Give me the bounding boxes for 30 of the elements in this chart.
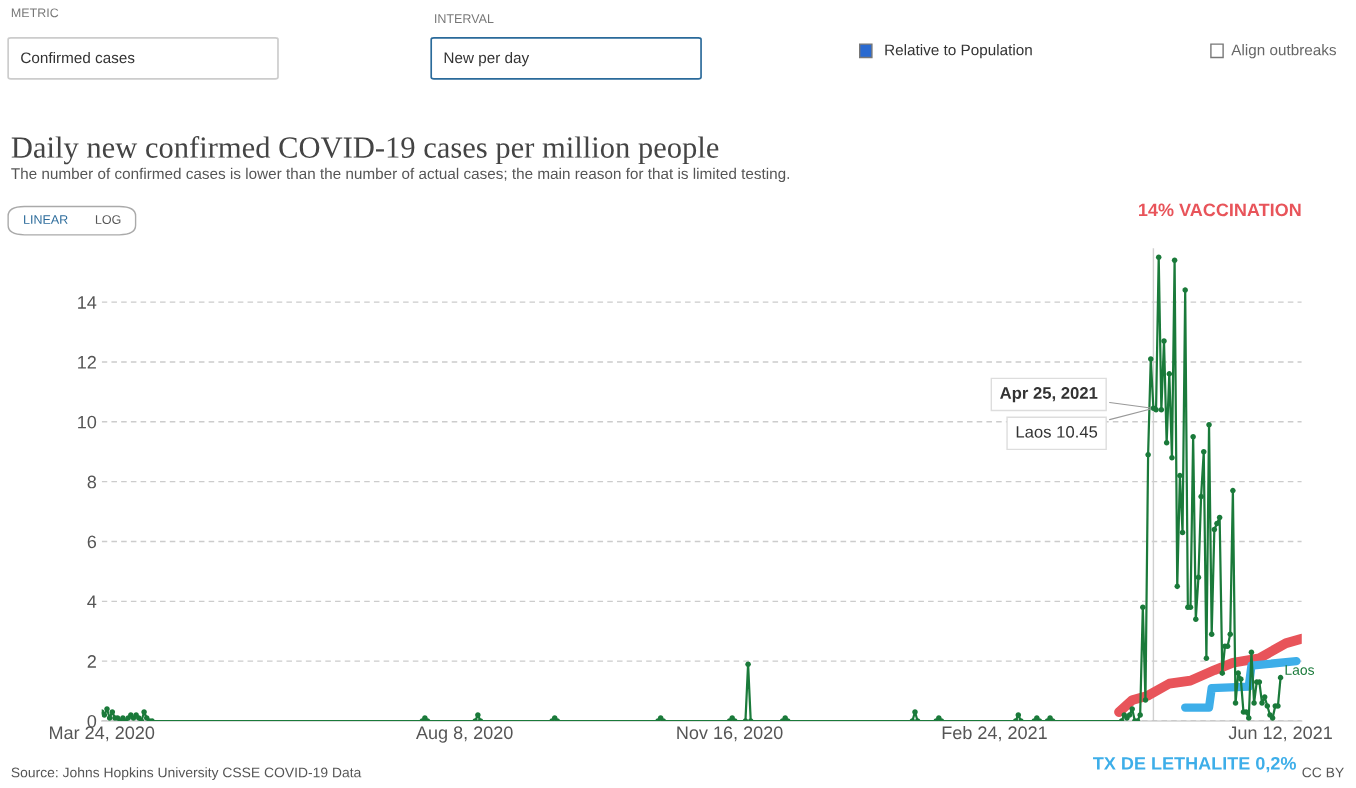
y-tick-label: 0	[87, 714, 97, 728]
text: 14% VACCINATION	[1139, 203, 1301, 217]
x-tick-label: Jun 12, 2021	[1228, 726, 1332, 742]
annotation: Laos 10.45	[1016, 425, 1098, 438]
text: METRIC	[11, 8, 59, 18]
x-tick-label: Nov 16, 2020	[677, 726, 783, 742]
x-tick-label: Feb 24, 2021	[942, 725, 1047, 742]
y-tick-label: 12	[78, 355, 96, 369]
text: Align outbreaks	[1231, 44, 1337, 59]
x-tick-label: Mar 24, 2020	[49, 726, 155, 742]
source-note: Source: Johns Hopkins University CSSE COVID-19 Data	[11, 767, 362, 781]
y-tick-label: 14	[78, 296, 97, 309]
text: LINEAR	[24, 215, 68, 224]
text: TX DE LETHALITE 0,2%	[1093, 756, 1296, 773]
text: Relative to Population	[885, 44, 1032, 59]
y-tick-label: 8	[87, 475, 97, 489]
y-tick-label: 2	[87, 655, 96, 668]
text: LOG	[95, 215, 121, 224]
y-tick-label: 10	[78, 415, 97, 429]
chart-subtitle: The number of confirmed cases is lower than the number of actual cases; the main reason for that is limited testing.	[11, 167, 789, 183]
y-tick-label: 4	[87, 595, 97, 608]
chart-title: Daily new confirmed COVID-19 cases per million people	[11, 136, 719, 165]
annotation: Apr 25, 2021	[1000, 387, 1098, 403]
text: CC BY	[1302, 767, 1344, 778]
series-label: Laos	[1285, 665, 1315, 675]
text: INTERVAL	[435, 14, 494, 23]
y-tick-label: 6	[87, 535, 97, 549]
x-tick-label: Aug 8, 2020	[415, 726, 513, 743]
text: Confirmed cases	[21, 51, 135, 64]
text: New per day	[444, 51, 530, 67]
